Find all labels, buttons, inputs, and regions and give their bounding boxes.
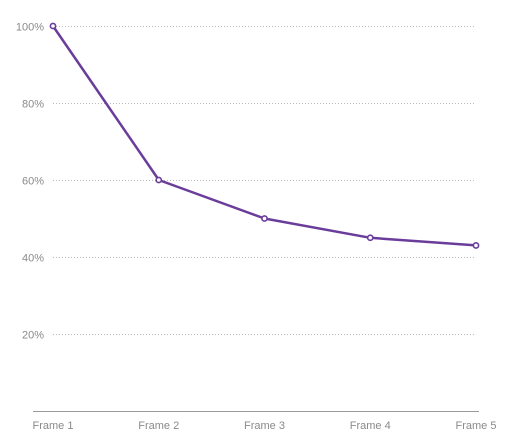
- gridlines: [53, 26, 476, 335]
- x-tick-label: Frame 5: [456, 420, 497, 432]
- x-tick-label: Frame 4: [350, 420, 391, 432]
- y-tick-label: 60%: [22, 176, 44, 188]
- data-point[interactable]: [366, 234, 374, 242]
- y-tick-label: 100%: [16, 22, 44, 34]
- data-point[interactable]: [472, 242, 480, 249]
- x-tick-label: Frame 3: [244, 420, 285, 432]
- y-tick-label: 80%: [22, 99, 44, 111]
- y-tick-label: 20%: [22, 330, 44, 342]
- x-tick-label: Frame 1: [33, 420, 74, 432]
- series-line: [51, 24, 478, 247]
- data-point[interactable]: [155, 176, 163, 184]
- y-tick-label: 40%: [22, 253, 44, 265]
- tick-labels: 20% 40% 60% 80% 100% Frame 1 Frame 2 Frame 3 Fra…: [16, 22, 497, 433]
- data-point[interactable]: [261, 215, 268, 222]
- x-tick-label: Frame 2: [138, 420, 179, 432]
- data-point[interactable]: [49, 22, 57, 30]
- series: [49, 22, 480, 249]
